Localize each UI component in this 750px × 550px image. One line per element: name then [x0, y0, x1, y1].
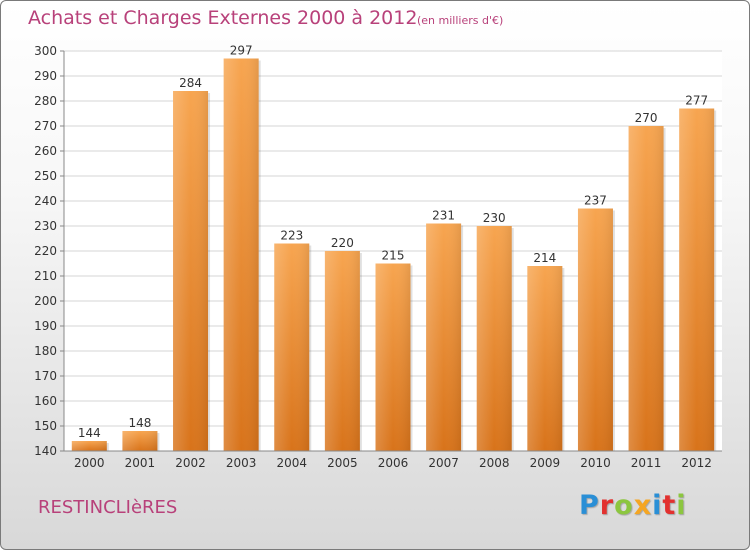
bar-shine [173, 91, 209, 451]
bar-shine [375, 263, 411, 451]
x-tick-label-2006: 2006 [378, 456, 409, 470]
commune-name: RESTINCLIèRES [38, 497, 178, 518]
y-tick-label: 170 [34, 369, 57, 383]
x-axis-ticks: 2000 2001 2002 2003 2004 2005 2006 2007 2008 2009… [64, 450, 722, 470]
y-tick-label: 270 [34, 119, 57, 133]
y-tick-label: 280 [34, 94, 57, 108]
data-label-2011: 270 [635, 111, 658, 125]
bar-shine [426, 223, 462, 451]
y-tick-label: 200 [34, 294, 57, 308]
y-tick-label: 190 [34, 319, 57, 333]
bars [71, 58, 717, 451]
data-label-2000: 144 [78, 426, 101, 440]
brand-letter: P [579, 490, 600, 521]
y-tick-label: 300 [34, 44, 57, 58]
brand-letter: i [676, 490, 687, 521]
bar-shine [577, 208, 613, 451]
x-tick-label-2004: 2004 [276, 456, 307, 470]
data-label-2009: 214 [533, 251, 556, 265]
x-tick-label-2012: 2012 [681, 456, 712, 470]
brand-letter: t [662, 490, 677, 521]
proxiti-logo: Proxiti [579, 490, 687, 521]
bar-shine [476, 226, 512, 451]
y-axis-ticks: 140 150 160 170 180 190 200 210 220 230 240 250 260 2… [34, 44, 65, 458]
x-tick-label-2009: 2009 [530, 456, 561, 470]
y-tick-label: 140 [34, 444, 57, 458]
bar-shine [527, 266, 563, 451]
brand-letter: o [614, 490, 634, 521]
y-tick-label: 210 [34, 269, 57, 283]
x-tick-label-2002: 2002 [175, 456, 206, 470]
bar-shine [324, 251, 360, 451]
x-tick-label-2000: 2000 [74, 456, 105, 470]
x-tick-label-2010: 2010 [580, 456, 611, 470]
y-tick-label: 230 [34, 219, 57, 233]
y-tick-label: 240 [34, 194, 57, 208]
x-tick-label-2005: 2005 [327, 456, 358, 470]
data-label-2007: 231 [432, 209, 455, 223]
bar-shine [223, 58, 259, 451]
data-label-2010: 237 [584, 194, 607, 208]
y-tick-label: 220 [34, 244, 57, 258]
x-tick-label-2001: 2001 [125, 456, 156, 470]
y-tick-label: 180 [34, 344, 57, 358]
data-label-2004: 223 [280, 229, 303, 243]
x-tick-label-2011: 2011 [631, 456, 662, 470]
data-labels: 144 148 284 297 223 220 215 231 230 214 237 270 277 [78, 44, 708, 441]
bar-shine [679, 108, 715, 451]
data-label-2003: 297 [230, 44, 253, 58]
data-label-2008: 230 [483, 211, 506, 225]
bar-shine [122, 431, 158, 451]
bar-shine [71, 441, 107, 451]
brand-letter: r [599, 490, 615, 521]
chart-title: Achats et Charges Externes 2000 à 2012 [28, 7, 418, 29]
y-tick-label: 150 [34, 419, 57, 433]
y-tick-label: 290 [34, 69, 57, 83]
y-tick-label: 260 [34, 144, 57, 158]
bar-shine [628, 126, 664, 451]
x-tick-label-2007: 2007 [428, 456, 459, 470]
data-label-2001: 148 [128, 416, 151, 430]
bar-shine [274, 243, 310, 451]
chart-subtitle: (en milliers d'€) [417, 14, 504, 27]
x-tick-label-2003: 2003 [226, 456, 257, 470]
y-tick-label: 160 [34, 394, 57, 408]
x-tick-label-2008: 2008 [479, 456, 510, 470]
brand-letter: x [633, 490, 653, 521]
data-label-2006: 215 [382, 249, 405, 263]
data-label-2005: 220 [331, 236, 354, 250]
brand-letter: i [652, 490, 663, 521]
y-tick-label: 250 [34, 169, 57, 183]
data-label-2002: 284 [179, 76, 202, 90]
data-label-2012: 277 [685, 94, 708, 108]
